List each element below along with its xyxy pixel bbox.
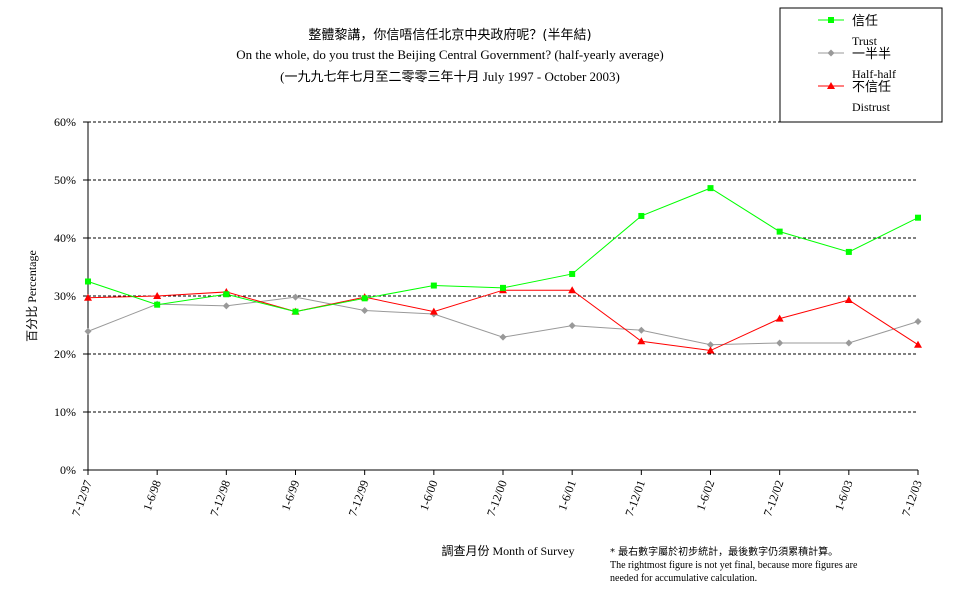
legend-label-distrust: 不信任 — [852, 80, 891, 95]
chart-subtitle-dates: (一九九七年七月至二零零三年十月 July 1997 - October 200… — [280, 69, 620, 84]
x-tick-label: 1-6/99 — [278, 478, 302, 512]
series-trust — [85, 185, 921, 315]
data-point-half-half — [845, 339, 853, 347]
data-point-half-half — [84, 327, 92, 335]
data-point-distrust — [429, 307, 438, 315]
data-point-half-half — [914, 318, 922, 326]
series-line-distrust — [87, 289, 919, 352]
data-point-distrust — [844, 296, 853, 304]
y-tick-label: 10% — [54, 405, 76, 419]
x-tick-label: 1-6/00 — [417, 478, 441, 512]
legend-label-en-distrust: Distrust — [852, 100, 891, 114]
legend-label-half-half: 一半半 — [852, 47, 891, 62]
legend-marker-half-half — [827, 49, 835, 57]
x-tick-label: 1-6/03 — [832, 478, 856, 512]
data-point-trust — [85, 278, 91, 285]
x-tick-label: 7-12/00 — [484, 478, 510, 518]
data-point-half-half — [637, 326, 645, 334]
legend-marker-distrust — [827, 82, 835, 89]
y-tick-label: 60% — [54, 115, 76, 129]
data-point-trust — [430, 282, 437, 289]
series-half-half — [84, 293, 922, 349]
legend-marker-trust — [828, 17, 834, 23]
data-point-trust — [569, 270, 576, 277]
x-axis-tick-labels: 7-12/97 1-6/98 7-12/98 1-6/99 7-12/99 1-6/00 7… — [69, 478, 925, 518]
legend-box — [779, 7, 943, 123]
y-axis-label: 百分比 Percentage — [25, 250, 39, 342]
data-point-half-half — [361, 307, 369, 314]
footnote-en-1: The rightmost figure is not yet final, b… — [610, 560, 858, 571]
data-point-half-half — [707, 341, 714, 349]
x-tick-label: 7-12/01 — [622, 478, 648, 518]
x-tick-label: 1-6/01 — [555, 478, 579, 512]
data-point-half-half — [292, 293, 299, 301]
data-point-distrust — [568, 286, 577, 294]
data-point-trust — [292, 308, 299, 315]
data-point-trust — [500, 284, 506, 291]
data-point-trust — [845, 248, 852, 255]
data-point-distrust — [775, 314, 784, 322]
legend-label-en-half-half: Half-half — [852, 67, 896, 81]
data-point-half-half — [568, 322, 576, 330]
footnote: * 最右數字屬於初步統計，最後數字仍須累積計算。 The rightmost f… — [610, 546, 950, 585]
data-point-distrust — [914, 340, 922, 348]
data-point-trust — [776, 228, 783, 235]
data-point-trust — [154, 301, 161, 308]
y-tick-label: 30% — [54, 289, 76, 303]
chart-subtitle: On the whole, do you trust the Beijing C… — [236, 47, 663, 62]
y-axis-tick-labels: 0% 10% 20% 30% 40% 50% 60% — [54, 115, 76, 477]
x-tick-label: 1-6/02 — [693, 478, 717, 512]
data-point-trust — [707, 185, 714, 192]
footnote-en-2: needed for accumulative calculation. — [610, 573, 758, 584]
gridlines — [83, 121, 918, 471]
y-tick-label: 50% — [54, 173, 76, 187]
data-point-distrust — [637, 337, 646, 345]
x-tick-label: 1-6/98 — [140, 478, 164, 512]
data-point-distrust — [706, 346, 715, 354]
x-tick-label: 7-12/98 — [207, 478, 233, 518]
x-tick-label: 7-12/03 — [899, 478, 925, 518]
y-tick-label: 20% — [54, 347, 76, 361]
x-tick-label: 7-12/02 — [761, 478, 787, 518]
x-tick-label: 7-12/97 — [69, 478, 95, 518]
data-point-half-half — [499, 333, 507, 341]
legend-label-trust: 信任 — [852, 14, 878, 29]
data-point-half-half — [222, 302, 230, 310]
data-point-distrust — [153, 292, 162, 299]
data-point-half-half — [776, 339, 784, 347]
data-point-trust — [638, 212, 645, 219]
x-axis-label: 調查月份 Month of Survey — [442, 544, 575, 558]
footnote-zh: * 最右數字屬於初步統計，最後數字仍須累積計算。 — [610, 547, 839, 558]
data-point-trust — [915, 214, 921, 221]
y-tick-label: 0% — [60, 463, 76, 477]
chart-title: 整體黎講，你信唔信任北京中央政府呢？(半年結) — [308, 27, 591, 43]
series-group — [84, 185, 922, 354]
data-point-trust — [223, 291, 230, 298]
y-tick-label: 40% — [54, 231, 76, 245]
data-point-trust — [361, 295, 368, 302]
legend-label-en-trust: Trust — [852, 34, 878, 48]
axes — [87, 122, 919, 475]
x-tick-label: 7-12/99 — [346, 478, 372, 518]
data-point-distrust — [84, 293, 92, 301]
